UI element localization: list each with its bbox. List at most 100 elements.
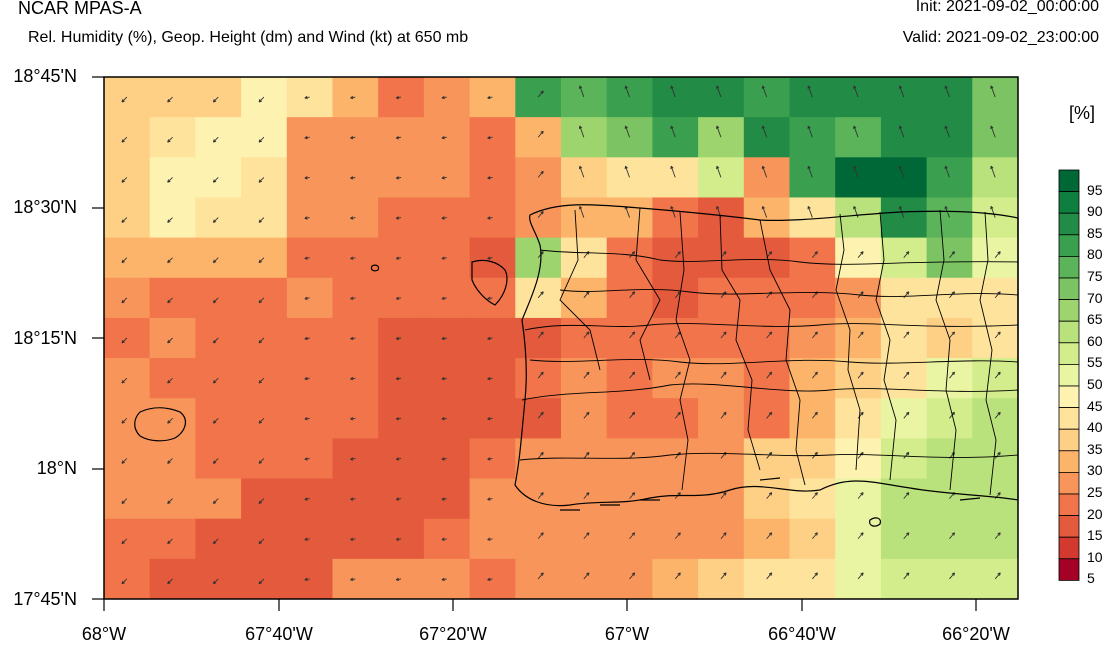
wind-arrow — [395, 256, 402, 260]
wind-arrow — [903, 492, 910, 499]
rh-cell — [469, 558, 516, 600]
rh-cell — [378, 518, 425, 560]
wind-arrow — [350, 135, 356, 140]
rh-cell — [515, 518, 562, 560]
rh-cell — [606, 237, 653, 279]
colorbar-tick-label: 50 — [1087, 376, 1103, 392]
wind-arrow — [441, 577, 447, 582]
wind-arrow — [487, 176, 493, 180]
rh-cell — [972, 277, 1019, 319]
wind-arrow — [944, 165, 950, 178]
colorbar-unit: [%] — [1069, 103, 1096, 123]
wind-arrow — [949, 532, 956, 540]
wind-arrow — [807, 205, 813, 218]
wind-arrow — [949, 251, 956, 258]
wind-arrow — [212, 96, 219, 103]
wind-arrow — [812, 411, 818, 419]
rh-cell — [880, 558, 928, 600]
colorbar-swatch — [1058, 428, 1080, 452]
colorbar-tick-label: 15 — [1087, 527, 1103, 544]
rh-cell — [789, 157, 836, 198]
rh-cell — [378, 117, 425, 158]
wind-arrow — [121, 297, 128, 304]
wind-arrow — [121, 257, 128, 264]
wind-arrow — [583, 291, 590, 299]
wind-arrow — [537, 130, 544, 138]
wind-arrow — [716, 165, 722, 178]
rh-cell — [561, 398, 608, 439]
wind-arrow — [258, 377, 265, 384]
wind-arrow — [441, 457, 447, 461]
rh-cell — [926, 77, 973, 118]
rh-cell — [515, 197, 562, 239]
rh-cell — [561, 237, 608, 279]
wind-arrow — [304, 376, 310, 381]
rh-cell — [789, 518, 836, 560]
wind-arrow — [720, 492, 727, 499]
rh-cell — [743, 438, 790, 480]
colorbar-tick-label: 65 — [1087, 311, 1103, 328]
wind-arrow — [304, 95, 310, 100]
wind-arrow — [212, 578, 219, 585]
rh-cell — [926, 157, 973, 198]
colorbar-swatch — [1058, 450, 1080, 473]
rh-cell — [743, 237, 790, 279]
wind-arrow — [720, 371, 727, 379]
wind-arrow — [761, 165, 768, 178]
rh-cell — [972, 117, 1019, 158]
wind-arrow — [857, 492, 864, 499]
colorbar-tick-label: 40 — [1087, 419, 1103, 436]
rh-cell — [880, 237, 928, 279]
wind-arrow — [583, 451, 590, 459]
wind-arrow — [994, 532, 1001, 540]
rh-cell — [286, 558, 333, 600]
colorbar-swatch — [1058, 255, 1080, 279]
rh-cell — [378, 237, 425, 279]
wind-arrow — [212, 337, 219, 344]
rh-cell — [926, 277, 973, 319]
rh-cell — [469, 197, 516, 239]
rh-cell — [469, 438, 516, 480]
wind-arrow — [629, 251, 636, 258]
colorbar-swatch — [1058, 407, 1080, 430]
rh-cell — [469, 117, 516, 158]
rh-cell — [104, 478, 151, 520]
wind-arrow — [121, 136, 128, 143]
rh-cell — [789, 277, 836, 319]
rh-cell — [789, 77, 836, 118]
wind-arrow — [121, 578, 128, 585]
wind-arrow — [990, 165, 996, 178]
wind-arrow — [629, 291, 636, 299]
wind-arrow — [812, 492, 818, 499]
rh-cell — [835, 518, 882, 560]
wind-arrow — [395, 497, 402, 501]
wind-arrow — [583, 331, 590, 339]
wind-arrow — [350, 577, 356, 582]
wind-arrow — [167, 217, 173, 223]
init-time: Init: 2021-09-02_00:00:00 — [915, 0, 1099, 15]
rh-cell — [332, 558, 379, 600]
wind-arrow — [583, 492, 590, 499]
wind-arrow — [537, 451, 544, 459]
wind-arrow — [167, 136, 173, 143]
rh-cell — [972, 518, 1019, 560]
wind-arrow — [487, 497, 493, 501]
wind-arrow — [766, 411, 773, 419]
rh-cell — [926, 478, 973, 520]
rh-cell — [789, 398, 836, 439]
wind-arrow — [212, 538, 219, 545]
rh-cell — [743, 478, 790, 520]
wind-arrow — [395, 457, 402, 461]
rh-cell — [332, 237, 379, 279]
rh-cell — [698, 117, 745, 158]
wind-arrow — [395, 417, 402, 421]
rh-cell — [835, 358, 882, 399]
rh-cell — [378, 317, 425, 359]
lon-label: 67°20'W — [419, 624, 487, 644]
rh-cell — [835, 77, 882, 118]
wind-arrow — [903, 291, 910, 299]
colorbar-swatch — [1058, 169, 1080, 193]
rh-cell — [698, 157, 745, 198]
wind-arrow — [441, 216, 447, 220]
